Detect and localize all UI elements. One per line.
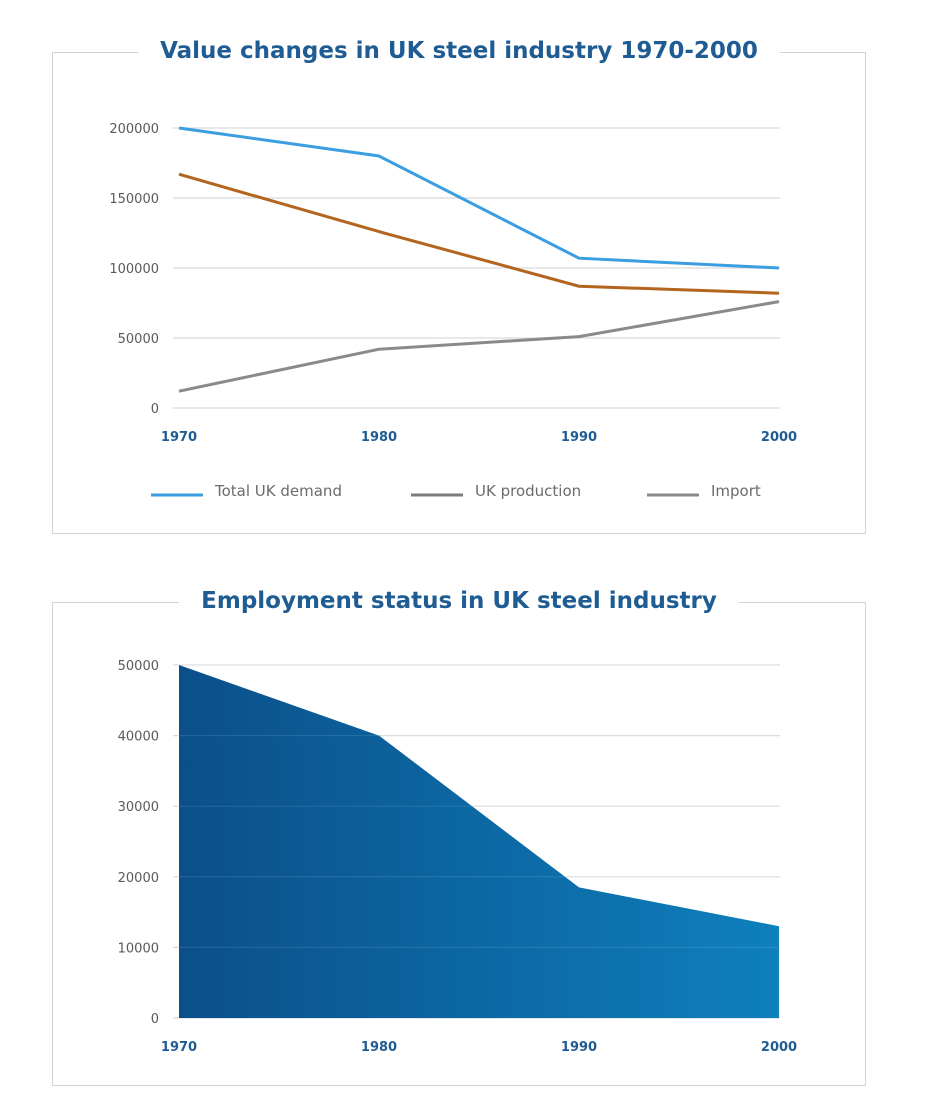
series-line [178,172,780,295]
x-tick-label: 1980 [361,430,397,445]
y-tick-label: 0 [151,1012,159,1027]
line-chart: 0 50000 100000 150000 200000 1970 1980 1990 2000… [109,122,797,500]
y-tick-label: 20000 [118,871,159,886]
y-tick-label: 0 [151,402,159,417]
y-tick-label: 30000 [118,800,159,815]
chart-title: Value changes in UK steel industry 1970-… [138,33,780,69]
x-tick-label: 1990 [561,430,597,445]
x-tick-label: 2000 [761,430,797,445]
chart-title: Employment status in UK steel industry [179,583,739,619]
y-tick-label: 100000 [109,262,159,277]
legend-label: Total UK demand [214,482,342,500]
y-tick-label: 40000 [118,730,159,745]
value-changes-chart-panel: Value changes in UK steel industry 1970-… [52,33,866,534]
area-series [179,665,779,1018]
y-tick-label: 200000 [109,122,159,137]
y-tick-label: 50000 [118,659,159,674]
legend-label: UK production [475,482,581,500]
y-tick-label: 10000 [118,941,159,956]
series-line [178,300,780,393]
series-line [178,126,780,270]
x-tick-label: 1970 [161,1040,197,1055]
legend-label: Import [711,482,761,500]
employment-status-chart-panel: Employment status in UK steel industry 0… [52,583,866,1086]
x-tick-label: 1980 [361,1040,397,1055]
x-tick-label: 1970 [161,430,197,445]
x-tick-label: 1990 [561,1040,597,1055]
area-chart: 0 10000 20000 30000 40000 50000 1970 1980 1990 20… [118,659,797,1055]
y-tick-label: 50000 [118,332,159,347]
x-tick-label: 2000 [761,1040,797,1055]
y-tick-label: 150000 [109,192,159,207]
